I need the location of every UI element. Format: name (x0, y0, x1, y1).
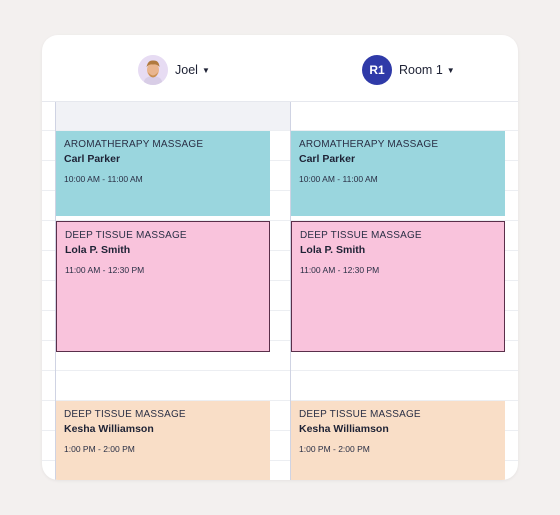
time-gridline (42, 400, 518, 401)
time-gridline (42, 220, 518, 221)
appointment-time: 1:00 PM - 2:00 PM (64, 444, 135, 454)
service-name: DEEP TISSUE MASSAGE (300, 230, 422, 241)
time-gridline (42, 460, 518, 461)
service-name: DEEP TISSUE MASSAGE (64, 409, 186, 420)
appointment-block[interactable]: AROMATHERAPY MASSAGE Carl Parker 10:00 A… (56, 131, 270, 216)
chevron-down-icon: ▼ (201, 66, 210, 75)
resource-selector-joel[interactable]: Joel ▼ (138, 55, 210, 85)
column-divider (290, 102, 291, 480)
time-gridline (42, 250, 518, 251)
appointment-time: 10:00 AM - 11:00 AM (64, 174, 143, 184)
client-name: Lola P. Smith (300, 244, 366, 256)
avatar (138, 55, 168, 85)
appointment-block[interactable]: DEEP TISSUE MASSAGE Kesha Williamson 1:0… (291, 401, 505, 480)
appointment-block[interactable]: DEEP TISSUE MASSAGE Lola P. Smith 11:00 … (56, 221, 270, 352)
resource-selector-room-1[interactable]: R1 Room 1 ▼ (362, 55, 455, 85)
time-gridline (42, 430, 518, 431)
resource-name: Joel (175, 63, 198, 77)
appointment-time: 11:00 AM - 12:30 PM (300, 265, 380, 275)
appointment-block[interactable]: AROMATHERAPY MASSAGE Carl Parker 10:00 A… (291, 131, 505, 216)
client-name: Carl Parker (64, 153, 121, 165)
service-name: AROMATHERAPY MASSAGE (299, 139, 439, 150)
service-name: AROMATHERAPY MASSAGE (64, 139, 204, 150)
client-name: Carl Parker (299, 153, 356, 165)
appointment-time: 10:00 AM - 11:00 AM (299, 174, 378, 184)
resource-name: Room 1 (399, 63, 443, 77)
client-name: Lola P. Smith (65, 244, 131, 256)
unavailable-band (56, 102, 290, 130)
room-badge: R1 (362, 55, 392, 85)
column-divider (55, 102, 56, 480)
calendar-card: Joel ▼ R1 Room 1 ▼ AROMATHERAPY MASSAGE … (42, 35, 518, 480)
time-gridline (42, 340, 518, 341)
time-gridline (42, 280, 518, 281)
time-gridline (42, 160, 518, 161)
time-gridline (42, 310, 518, 311)
client-name: Kesha Williamson (64, 423, 154, 435)
person-photo-icon (138, 55, 168, 85)
service-name: DEEP TISSUE MASSAGE (65, 230, 187, 241)
appointment-time: 11:00 AM - 12:30 PM (65, 265, 145, 275)
appointment-block[interactable]: DEEP TISSUE MASSAGE Lola P. Smith 11:00 … (291, 221, 505, 352)
time-gridline (42, 370, 518, 371)
client-name: Kesha Williamson (299, 423, 389, 435)
appointment-block[interactable]: DEEP TISSUE MASSAGE Kesha Williamson 1:0… (56, 401, 270, 480)
resource-header-row: Joel ▼ R1 Room 1 ▼ (42, 35, 518, 102)
chevron-down-icon: ▼ (446, 66, 455, 75)
time-gridline (42, 130, 518, 131)
time-gridline (42, 190, 518, 191)
schedule-grid: AROMATHERAPY MASSAGE Carl Parker 10:00 A… (42, 102, 518, 480)
appointment-time: 1:00 PM - 2:00 PM (299, 444, 370, 454)
service-name: DEEP TISSUE MASSAGE (299, 409, 421, 420)
